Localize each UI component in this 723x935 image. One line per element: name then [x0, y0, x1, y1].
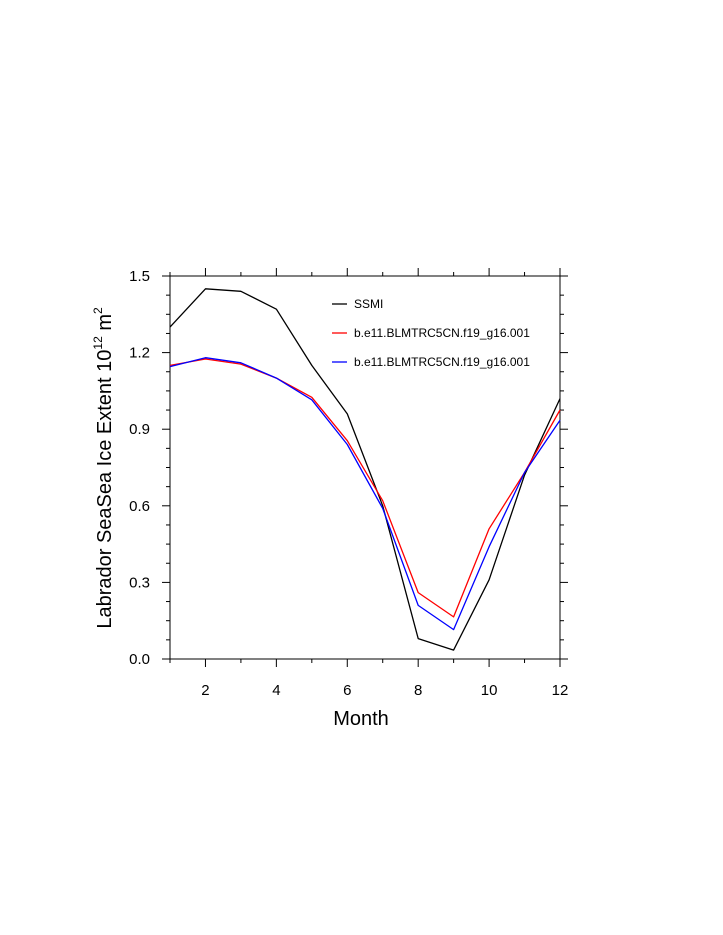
axis-ticks [162, 268, 568, 667]
y-tick-label: 1.5 [129, 268, 150, 285]
y-axis-title: Labrador SeaSea Ice Extent 1012 m2 [91, 307, 116, 629]
legend-label: SSMI [354, 297, 383, 311]
legend-label: b.e11.BLMTRC5CN.f19_g16.001 [354, 355, 530, 369]
tick-labels: 2 4 6 8 10 12 0.0 0.3 0.6 0.9 1.2 1.5 [129, 268, 568, 699]
series-line-1 [169, 288, 561, 651]
y-tick-label: 1.2 [129, 345, 150, 362]
x-tick-label: 12 [552, 682, 569, 699]
y-axis-title-unit: m [94, 314, 116, 336]
series-line-2 [169, 358, 561, 618]
y-tick-label: 0.9 [129, 421, 150, 438]
legend: SSMI b.e11.BLMTRC5CN.f19_g16.001 b.e11.BLM… [332, 297, 530, 369]
y-tick-label: 0.0 [129, 651, 150, 668]
y-tick-label: 0.6 [129, 498, 150, 515]
y-axis-title-unit-exponent: 2 [91, 307, 105, 314]
y-tick-label: 0.3 [129, 574, 150, 591]
legend-label: b.e11.BLMTRC5CN.f19_g16.001 [354, 326, 530, 340]
x-tick-label: 2 [201, 682, 209, 699]
x-tick-label: 10 [481, 682, 498, 699]
x-axis-title: Month [333, 708, 389, 730]
x-tick-label: 8 [414, 682, 422, 699]
y-axis-title-main: Labrador SeaSea Ice Extent 10 [94, 350, 116, 629]
x-tick-label: 6 [343, 682, 351, 699]
series-layer [169, 288, 561, 651]
series-line-3 [169, 357, 561, 631]
y-axis-title-exponent: 12 [91, 336, 105, 350]
x-tick-label: 4 [272, 682, 280, 699]
